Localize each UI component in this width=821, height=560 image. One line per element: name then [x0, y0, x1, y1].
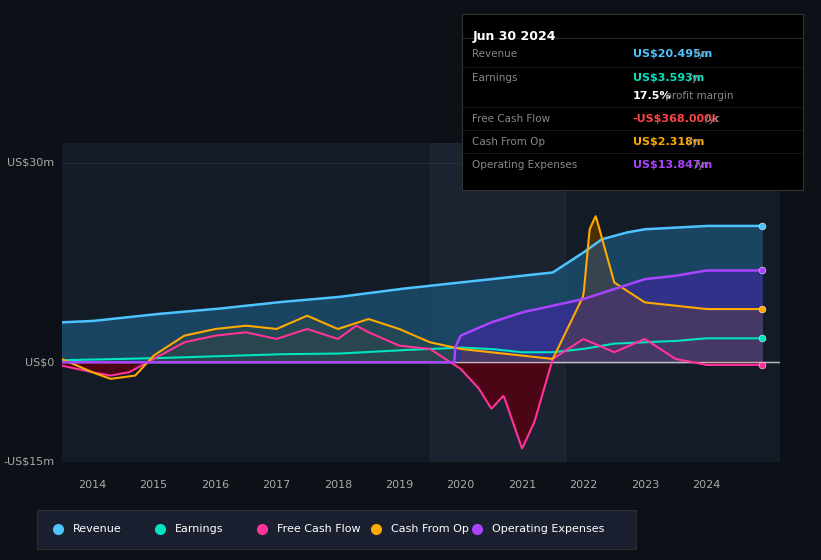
- Text: Jun 30 2024: Jun 30 2024: [472, 30, 556, 43]
- Text: -US$15m: -US$15m: [3, 457, 54, 467]
- Text: US$30m: US$30m: [7, 158, 54, 168]
- Text: US$3.593m: US$3.593m: [632, 73, 704, 83]
- Text: /yr: /yr: [702, 114, 719, 124]
- Text: Revenue: Revenue: [73, 524, 122, 534]
- Text: /yr: /yr: [685, 137, 702, 147]
- Text: /yr: /yr: [690, 160, 708, 170]
- Text: profit margin: profit margin: [662, 91, 733, 101]
- Text: US$2.318m: US$2.318m: [632, 137, 704, 147]
- Text: 2015: 2015: [140, 479, 167, 489]
- Text: US$20.495m: US$20.495m: [632, 49, 712, 59]
- Text: /yr: /yr: [690, 49, 708, 59]
- Text: US$0: US$0: [25, 357, 54, 367]
- Text: Free Cash Flow: Free Cash Flow: [472, 114, 551, 124]
- Text: 2022: 2022: [569, 479, 598, 489]
- Text: 2018: 2018: [323, 479, 352, 489]
- Text: 2017: 2017: [263, 479, 291, 489]
- Text: Revenue: Revenue: [472, 49, 517, 59]
- Text: 2014: 2014: [78, 479, 107, 489]
- Text: Free Cash Flow: Free Cash Flow: [277, 524, 360, 534]
- Text: Earnings: Earnings: [175, 524, 223, 534]
- Text: 2016: 2016: [201, 479, 229, 489]
- Text: 2020: 2020: [447, 479, 475, 489]
- Text: Operating Expenses: Operating Expenses: [472, 160, 578, 170]
- Text: Cash From Op: Cash From Op: [472, 137, 545, 147]
- Text: /yr: /yr: [685, 73, 702, 83]
- Text: 2021: 2021: [508, 479, 536, 489]
- Text: Earnings: Earnings: [472, 73, 518, 83]
- Text: 17.5%: 17.5%: [632, 91, 671, 101]
- Text: -US$368.000k: -US$368.000k: [632, 114, 720, 124]
- Text: 2019: 2019: [385, 479, 414, 489]
- Text: 2023: 2023: [631, 479, 659, 489]
- Bar: [430, 143, 565, 462]
- Text: Operating Expenses: Operating Expenses: [493, 524, 605, 534]
- Text: US$13.847m: US$13.847m: [632, 160, 712, 170]
- Text: Cash From Op: Cash From Op: [391, 524, 469, 534]
- Text: 2024: 2024: [692, 479, 721, 489]
